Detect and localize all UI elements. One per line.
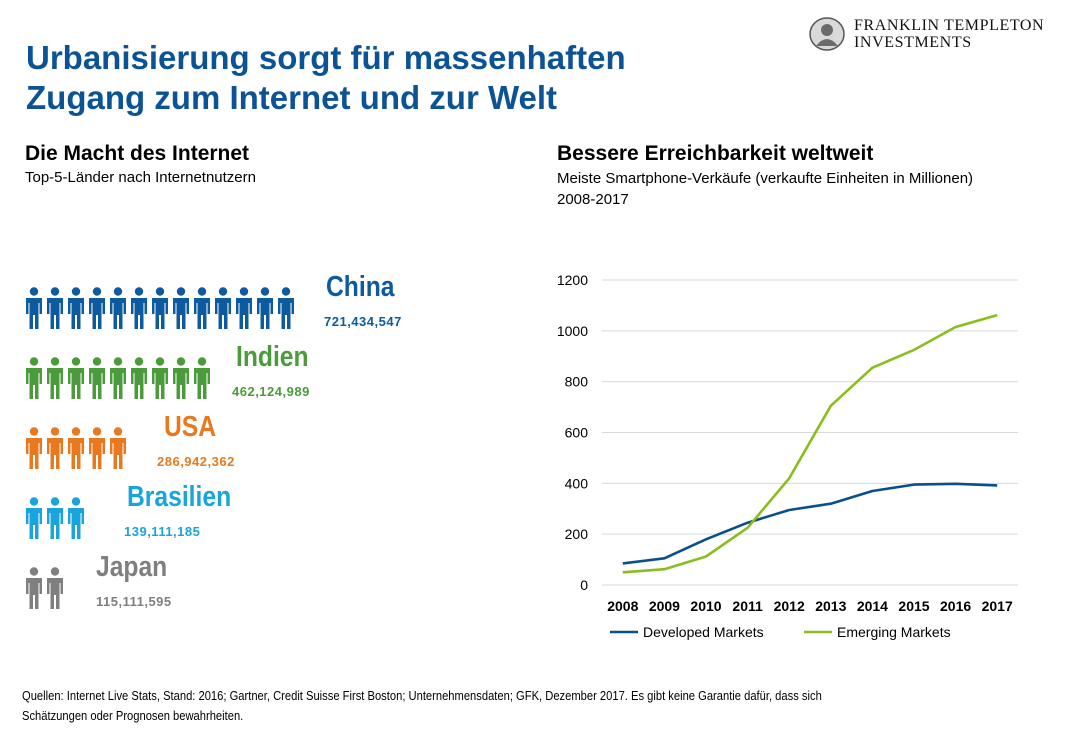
person-icon <box>47 357 63 399</box>
person-icon <box>173 287 189 329</box>
person-icon <box>89 357 105 399</box>
page-title-line2: Zugang zum Internet und zur Welt <box>26 79 558 116</box>
series-line <box>622 313 998 574</box>
person-icon <box>236 287 252 329</box>
x-tick-label: 2016 <box>940 598 971 614</box>
legend-label: Developed Markets <box>643 624 764 640</box>
x-tick-label: 2012 <box>774 598 805 614</box>
x-tick-label: 2014 <box>857 598 888 614</box>
person-icon <box>68 427 84 469</box>
x-tick-label: 2011 <box>732 598 763 614</box>
y-tick-label: 600 <box>565 425 589 441</box>
country-name: China <box>326 271 395 303</box>
person-icon <box>26 427 42 469</box>
x-tick-label: 2017 <box>982 598 1013 614</box>
person-icon <box>110 357 126 399</box>
portrait-seal-icon <box>809 17 845 51</box>
x-tick-label: 2010 <box>690 598 721 614</box>
person-icon <box>110 427 126 469</box>
x-tick-label: 2008 <box>607 598 638 614</box>
person-icon <box>26 357 42 399</box>
country-user-count: 462,124,989 <box>232 384 310 399</box>
person-icon <box>47 287 63 329</box>
left-panel-title: Die Macht des Internet <box>25 142 250 165</box>
country-name: Indien <box>236 341 309 373</box>
person-icon <box>26 287 42 329</box>
people-icons <box>26 497 84 539</box>
legend-label: Emerging Markets <box>837 624 951 640</box>
y-tick-label: 200 <box>565 526 589 542</box>
person-icon <box>194 287 210 329</box>
person-icon <box>47 567 63 609</box>
country-name: Japan <box>96 551 168 583</box>
person-icon <box>47 497 63 539</box>
person-icon <box>68 497 84 539</box>
footnote: Quellen: Internet Live Stats, Stand: 201… <box>22 686 1028 726</box>
page-title: Urbanisierung sorgt für massenhaften Zug… <box>26 38 626 118</box>
person-icon <box>26 567 42 609</box>
person-icon <box>152 357 168 399</box>
y-tick-label: 1200 <box>557 272 588 288</box>
person-icon <box>68 357 84 399</box>
series-line <box>622 482 998 565</box>
footnote-line2: Schätzungen oder Prognosen bewahrheiten. <box>22 708 244 723</box>
country-user-count: 139,111,185 <box>124 524 201 539</box>
person-icon <box>278 287 294 329</box>
person-icon <box>110 287 126 329</box>
people-icons <box>26 427 126 469</box>
country-user-count: 286,942,362 <box>157 454 235 469</box>
person-icon <box>89 287 105 329</box>
person-icon <box>131 357 147 399</box>
person-icon <box>152 287 168 329</box>
person-icon <box>131 287 147 329</box>
country-name: USA <box>164 411 217 443</box>
y-tick-label: 1000 <box>557 323 588 339</box>
person-icon <box>26 497 42 539</box>
x-tick-label: 2013 <box>815 598 846 614</box>
country-user-count: 721,434,547 <box>324 314 402 329</box>
x-tick-label: 2009 <box>649 598 680 614</box>
page-title-line1: Urbanisierung sorgt für massenhaften <box>26 39 626 76</box>
right-panel-subtitle: Meiste Smartphone-Verkäufe (verkaufte Ei… <box>557 170 974 187</box>
person-icon <box>173 357 189 399</box>
footnote-line1: Quellen: Internet Live Stats, Stand: 201… <box>22 688 822 703</box>
right-panel-period: 2008-2017 <box>557 191 629 208</box>
x-tick-label: 2015 <box>898 598 929 614</box>
right-panel-title: Bessere Erreichbarkeit weltweit <box>557 142 874 165</box>
y-tick-label: 400 <box>565 475 589 491</box>
person-icon <box>215 287 231 329</box>
left-panel-subtitle: Top-5-Länder nach Internetnutzern <box>25 169 256 186</box>
country-user-count: 115,111,595 <box>96 594 172 609</box>
y-tick-label: 800 <box>565 374 589 390</box>
person-icon <box>194 357 210 399</box>
brand-name-line2: INVESTMENTS <box>854 34 972 51</box>
person-icon <box>47 427 63 469</box>
smartphone-sales-chart: 0 200 400 600 800 1000 1200 2008 2009 2010 2011 201… <box>557 272 1018 640</box>
y-tick-label: 0 <box>580 577 588 593</box>
people-icons <box>26 287 294 329</box>
person-icon <box>68 287 84 329</box>
brand-logo: FRANKLIN TEMPLETON INVESTMENTS <box>808 16 1058 56</box>
person-icon <box>257 287 273 329</box>
people-icons <box>26 567 63 609</box>
brand-name-line1: FRANKLIN TEMPLETON <box>854 17 1045 34</box>
person-icon <box>89 427 105 469</box>
country-name: Brasilien <box>127 481 232 513</box>
people-icons <box>26 357 210 399</box>
